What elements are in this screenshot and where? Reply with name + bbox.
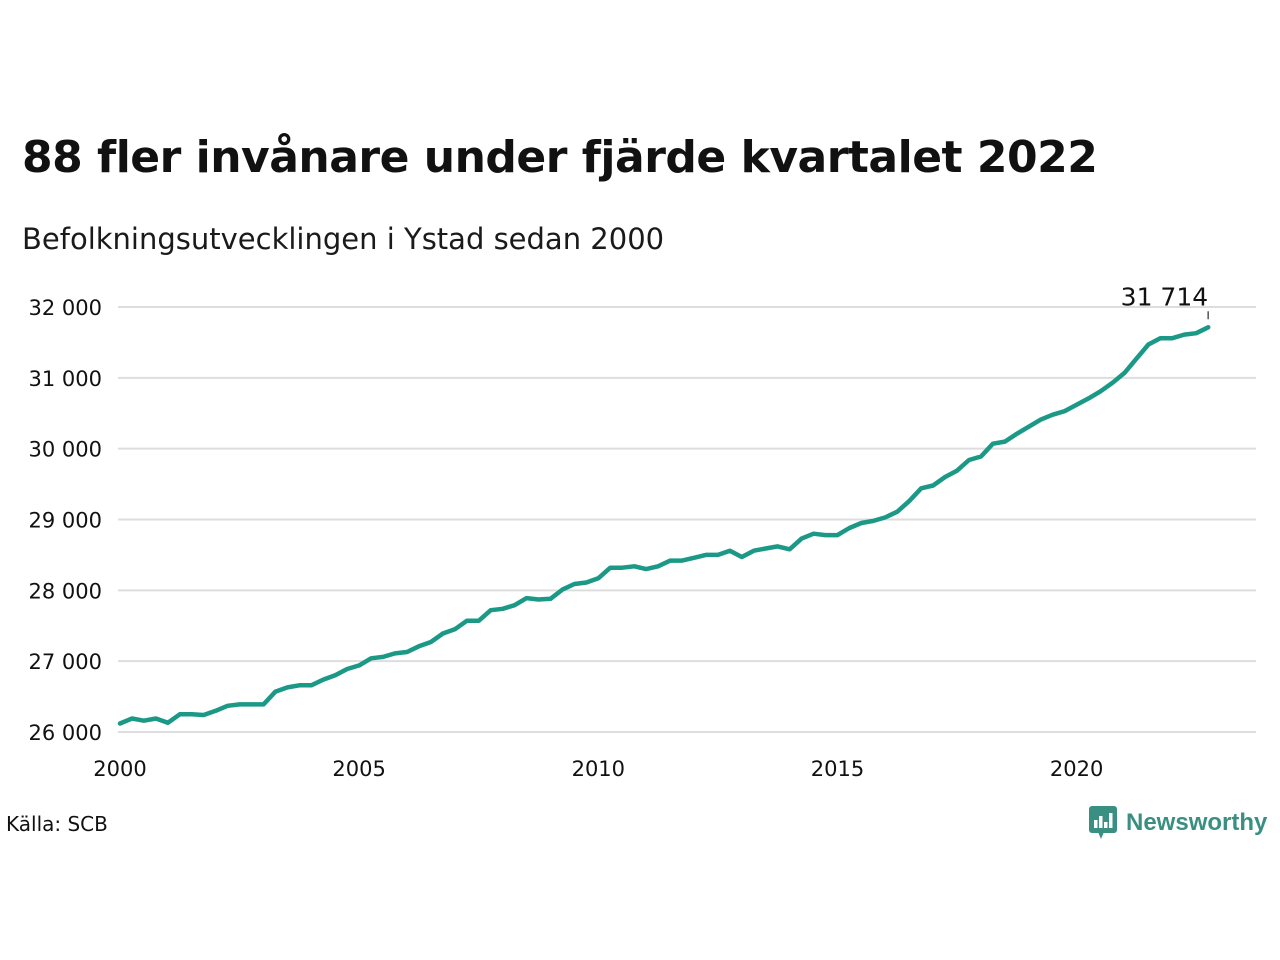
y-tick-label: 28 000: [29, 579, 102, 603]
annotation-layer: 31 714: [1121, 282, 1209, 320]
series-layer: [117, 325, 1211, 726]
y-tick-label: 29 000: [29, 509, 102, 533]
y-axis-ticks: 26 000 27 000 28 000 29 000 30 000 31 000 32 0…: [29, 296, 102, 745]
y-tick-label: 27 000: [29, 650, 102, 674]
gridlines: [118, 306, 1256, 733]
x-tick-label: 2005: [332, 757, 385, 781]
series-line: [117, 325, 1211, 726]
y-tick-label: 32 000: [29, 296, 102, 320]
y-tick-label: 26 000: [29, 721, 102, 745]
x-tick-label: 2010: [572, 757, 625, 781]
chart-title: 88 fler invånare under fjärde kvartalet …: [22, 132, 1098, 183]
x-tick-label: 2015: [811, 757, 864, 781]
chart-subtitle: Befolkningsutvecklingen i Ystad sedan 20…: [22, 222, 665, 256]
newsworthy-logo[interactable]: Newsworthy: [1088, 803, 1267, 843]
source-note: Källa: SCB: [6, 812, 108, 836]
y-tick-label: 30 000: [29, 438, 102, 462]
x-tick-label: 2000: [93, 757, 146, 781]
x-axis-ticks: 2000 2005 2010 2015 2020: [93, 757, 1103, 781]
annotation-label: 31 714: [1121, 282, 1208, 311]
newsworthy-logo-icon: [1089, 806, 1117, 839]
x-tick-label: 2020: [1050, 757, 1103, 781]
brand-name: Newsworthy: [1126, 809, 1268, 836]
y-tick-label: 31 000: [29, 367, 102, 391]
